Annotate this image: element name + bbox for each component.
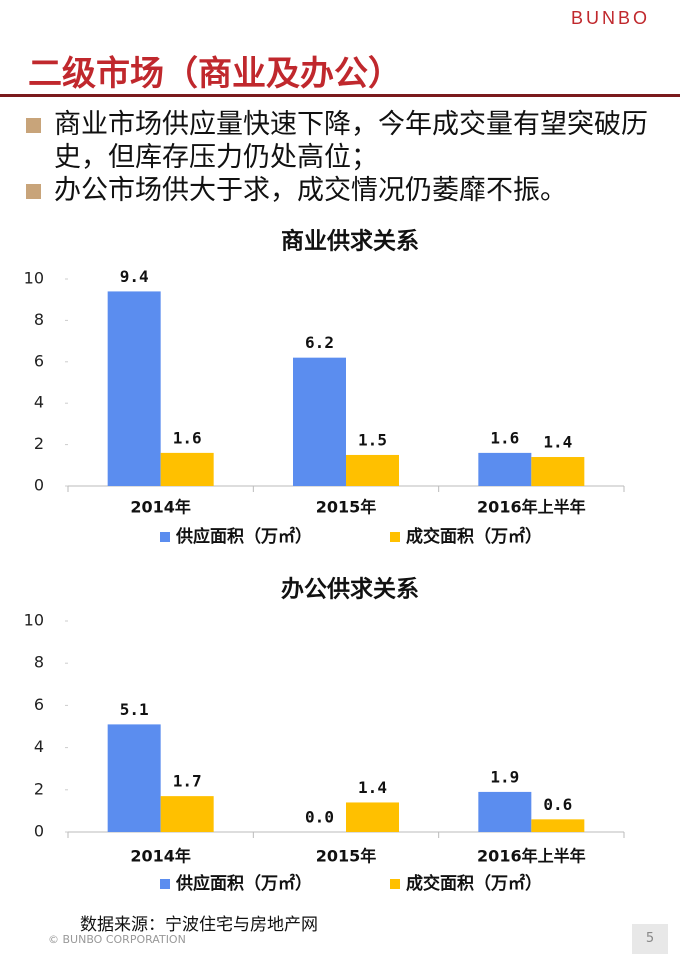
- x-tick-label: 2015年: [316, 498, 377, 517]
- data-label: 1.4: [543, 433, 572, 452]
- y-tick-label: 8: [34, 310, 44, 329]
- x-tick-label: 2016年上半年: [477, 498, 586, 517]
- title-rule: [0, 94, 680, 97]
- data-label: 1.6: [173, 428, 202, 447]
- y-tick-label: 10: [24, 269, 44, 288]
- legend-swatch: [390, 879, 400, 889]
- bar: [478, 791, 532, 832]
- data-label: 1.5: [358, 430, 387, 449]
- data-label: 1.9: [490, 767, 519, 786]
- y-tick-label: 8: [34, 653, 44, 672]
- x-tick-label: 2015年: [316, 847, 377, 866]
- y-tick-label: 10: [24, 611, 44, 630]
- y-tick-label: 2: [34, 434, 44, 453]
- bar: [293, 357, 346, 486]
- chart-title: 商业供求关系: [281, 228, 419, 255]
- y-tick-label: 6: [34, 351, 44, 370]
- data-label: 9.4: [120, 267, 149, 286]
- bar: [107, 724, 161, 832]
- bar: [346, 802, 399, 832]
- legend-label: 成交面积（万㎡）: [406, 526, 542, 547]
- legend-swatch: [160, 879, 170, 889]
- bullet: 商业市场供应量快速下降，今年成交量有望突破历史，但库存压力仍处高位；: [24, 108, 664, 174]
- bar: [107, 291, 161, 486]
- data-label: 1.4: [358, 778, 387, 797]
- page-number: 5: [632, 924, 668, 954]
- chart-title: 办公供求关系: [281, 576, 419, 603]
- data-label: 0.6: [543, 795, 572, 814]
- legend-swatch: [390, 532, 400, 542]
- bullet-list: 商业市场供应量快速下降，今年成交量有望突破历史，但库存压力仍处高位； 办公市场供…: [24, 108, 664, 207]
- x-tick-label: 2014年: [130, 847, 191, 866]
- logo: BUNBO: [570, 8, 650, 28]
- data-label: 1.7: [173, 772, 202, 791]
- y-tick-label: 0: [34, 822, 44, 841]
- data-label: 6.2: [305, 333, 334, 352]
- legend-swatch: [160, 532, 170, 542]
- bar: [531, 457, 585, 486]
- x-tick-label: 2014年: [130, 498, 191, 517]
- y-tick-label: 4: [34, 737, 44, 756]
- y-tick-label: 4: [34, 393, 44, 412]
- legend-label: 供应面积（万㎡）: [175, 526, 312, 547]
- copyright: © BUNBO CORPORATION: [48, 933, 186, 946]
- y-tick-label: 0: [34, 476, 44, 495]
- x-tick-label: 2016年上半年: [477, 847, 586, 866]
- bar: [531, 819, 585, 832]
- data-label: 1.6: [490, 428, 519, 447]
- legend-label: 成交面积（万㎡）: [406, 873, 542, 894]
- bar: [160, 452, 214, 486]
- data-label: 0.0: [305, 808, 334, 827]
- bar: [160, 796, 214, 832]
- bullet: 办公市场供大于求，成交情况仍萎靡不振。: [24, 174, 664, 207]
- data-label: 5.1: [120, 700, 149, 719]
- bar: [346, 454, 399, 486]
- y-tick-label: 6: [34, 695, 44, 714]
- y-tick-label: 2: [34, 779, 44, 798]
- bar: [478, 452, 532, 486]
- slide-title: 二级市场（商业及办公）: [28, 54, 402, 94]
- legend-label: 供应面积（万㎡）: [175, 873, 312, 894]
- source-note: 数据来源：宁波住宅与房地产网: [80, 915, 318, 935]
